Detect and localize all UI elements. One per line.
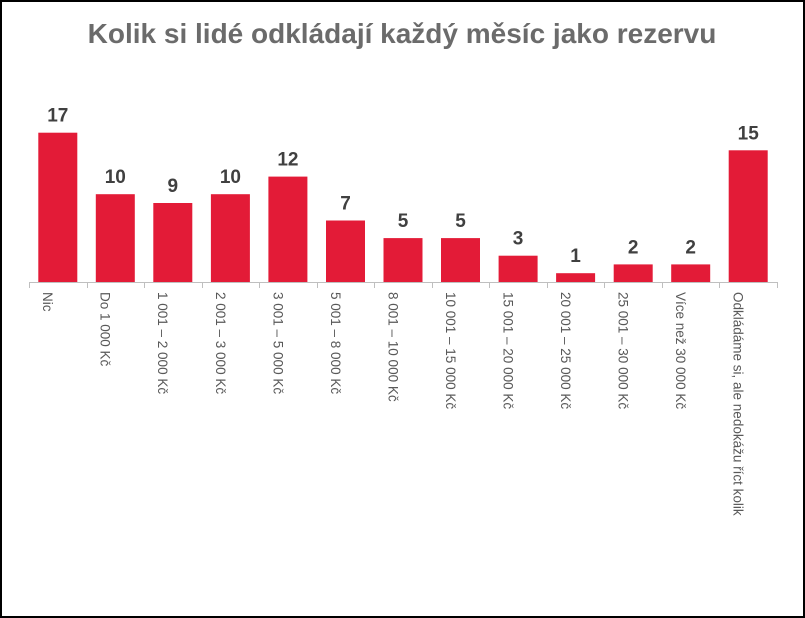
bar xyxy=(210,194,250,282)
data-label: 2 xyxy=(628,237,639,258)
bar xyxy=(38,132,78,282)
bar xyxy=(383,238,423,282)
data-label: 9 xyxy=(168,176,179,197)
data-label: 12 xyxy=(277,150,298,171)
category-labels-group: Nic Do 1 000 Kč 1 001 – 2 000 Kč 2 001 – 3 … xyxy=(40,292,745,516)
bar xyxy=(326,220,365,282)
x-axis-ticks xyxy=(29,282,778,288)
category-label: 10 001 – 15 000 Kč xyxy=(443,292,458,409)
data-label: 10 xyxy=(105,167,126,188)
bar xyxy=(441,238,480,282)
category-label: 2 001 – 3 000 Kč xyxy=(213,292,228,394)
category-label: 15 001 – 20 000 Kč xyxy=(501,292,516,409)
category-label: 5 001 – 8 000 Kč xyxy=(328,292,343,394)
bar xyxy=(153,203,193,282)
data-label: 15 xyxy=(738,123,760,144)
data-label: 5 xyxy=(455,211,466,232)
data-label: 17 xyxy=(47,106,68,127)
bars-group xyxy=(38,132,768,282)
category-label: 8 001 – 10 000 Kč xyxy=(385,292,400,402)
chart-title: Kolik si lidé odkládají každý měsíc jako… xyxy=(87,18,717,49)
category-label: Více než 30 000 Kč xyxy=(673,292,688,409)
bar xyxy=(498,255,538,282)
category-label: 25 001 – 30 000 Kč xyxy=(616,292,631,409)
bar xyxy=(613,264,653,282)
category-label: 3 001 – 5 000 Kč xyxy=(270,292,285,394)
bar xyxy=(95,194,135,282)
category-label: 1 001 – 2 000 Kč xyxy=(155,292,170,394)
data-label: 7 xyxy=(340,194,351,215)
data-label: 1 xyxy=(570,246,581,267)
bar xyxy=(671,264,711,282)
category-label: Do 1 000 Kč xyxy=(98,292,113,367)
data-label: 2 xyxy=(685,237,696,258)
data-label: 3 xyxy=(513,229,524,250)
category-label: Odkládáme si, ale nedokážu říct kolik xyxy=(731,292,746,516)
category-label: Nic xyxy=(40,292,55,312)
bar xyxy=(268,176,308,282)
bar xyxy=(728,150,768,282)
category-label: 20 001 – 25 000 Kč xyxy=(558,292,573,409)
data-label: 10 xyxy=(220,167,241,188)
bar xyxy=(556,273,596,282)
data-label: 5 xyxy=(398,211,409,232)
